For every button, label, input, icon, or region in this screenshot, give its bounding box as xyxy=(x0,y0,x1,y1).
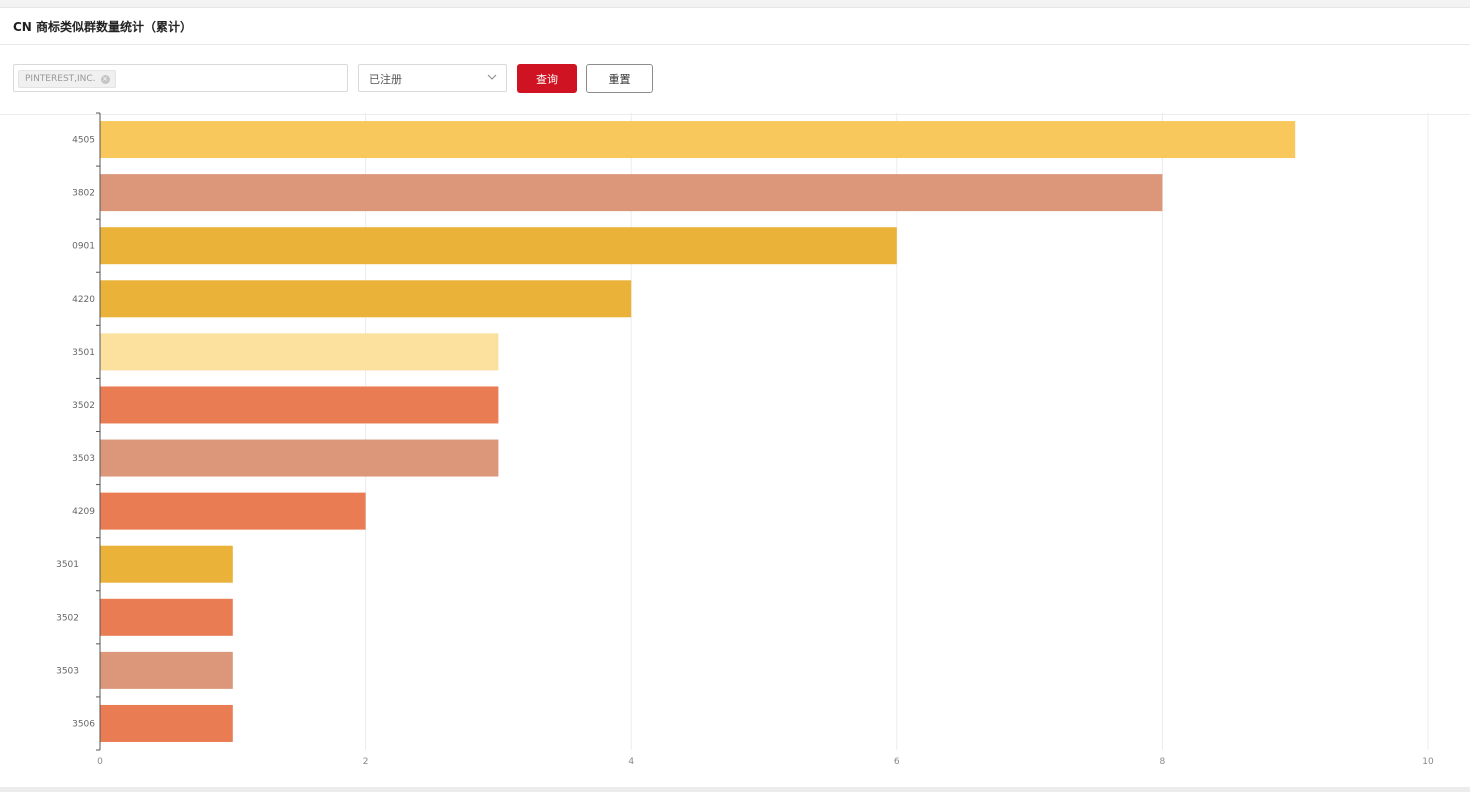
bar xyxy=(100,227,897,265)
company-tag-label: PINTEREST,INC. xyxy=(25,74,96,84)
y-tick-label: 3802 xyxy=(72,189,95,199)
bar xyxy=(100,386,499,424)
close-icon[interactable]: × xyxy=(100,74,110,84)
bottom-strip xyxy=(0,787,1470,792)
chevron-down-icon xyxy=(487,74,497,80)
y-tick-label: 3501 xyxy=(72,348,95,358)
bar xyxy=(100,121,1296,159)
filter-bar: PINTEREST,INC. × 已注册 查询 重置 xyxy=(0,45,1470,115)
y-tick-label: 3502 xyxy=(72,401,95,411)
status-select-value: 已注册 xyxy=(369,73,402,86)
y-tick-label: 3506 xyxy=(72,719,95,729)
query-button[interactable]: 查询 xyxy=(517,64,577,93)
reset-button[interactable]: 重置 xyxy=(586,64,653,93)
y-tick-label: 3503 xyxy=(72,454,95,464)
y-tick-label: 0901 xyxy=(72,242,95,252)
title-bar: CN 商标类似群数量统计（累计） xyxy=(0,8,1470,45)
y-tick-label: 4220 xyxy=(72,295,95,305)
y-tick-label: 3501 xyxy=(56,560,79,570)
company-tag: PINTEREST,INC. × xyxy=(18,70,116,88)
y-tick-label: 3503 xyxy=(56,666,79,676)
bar xyxy=(100,333,499,371)
y-tick-label: 3502 xyxy=(56,613,79,623)
x-tick-label: 2 xyxy=(363,757,369,767)
bar xyxy=(100,598,233,636)
bar xyxy=(100,545,233,583)
bar xyxy=(100,492,366,530)
status-select[interactable]: 已注册 xyxy=(358,64,507,92)
company-select[interactable]: PINTEREST,INC. × xyxy=(13,64,348,92)
x-tick-label: 10 xyxy=(1422,757,1434,767)
x-tick-label: 6 xyxy=(894,757,900,767)
x-tick-label: 4 xyxy=(628,757,634,767)
bar xyxy=(100,651,233,689)
bar xyxy=(100,174,1163,212)
y-tick-label: 4209 xyxy=(72,507,95,517)
bar xyxy=(100,280,632,318)
bar xyxy=(100,704,233,742)
y-tick-label: 4505 xyxy=(72,136,95,146)
page-title: CN 商标类似群数量统计（累计） xyxy=(13,20,193,34)
x-tick-label: 8 xyxy=(1160,757,1166,767)
bar xyxy=(100,439,499,477)
x-tick-label: 0 xyxy=(97,757,103,767)
